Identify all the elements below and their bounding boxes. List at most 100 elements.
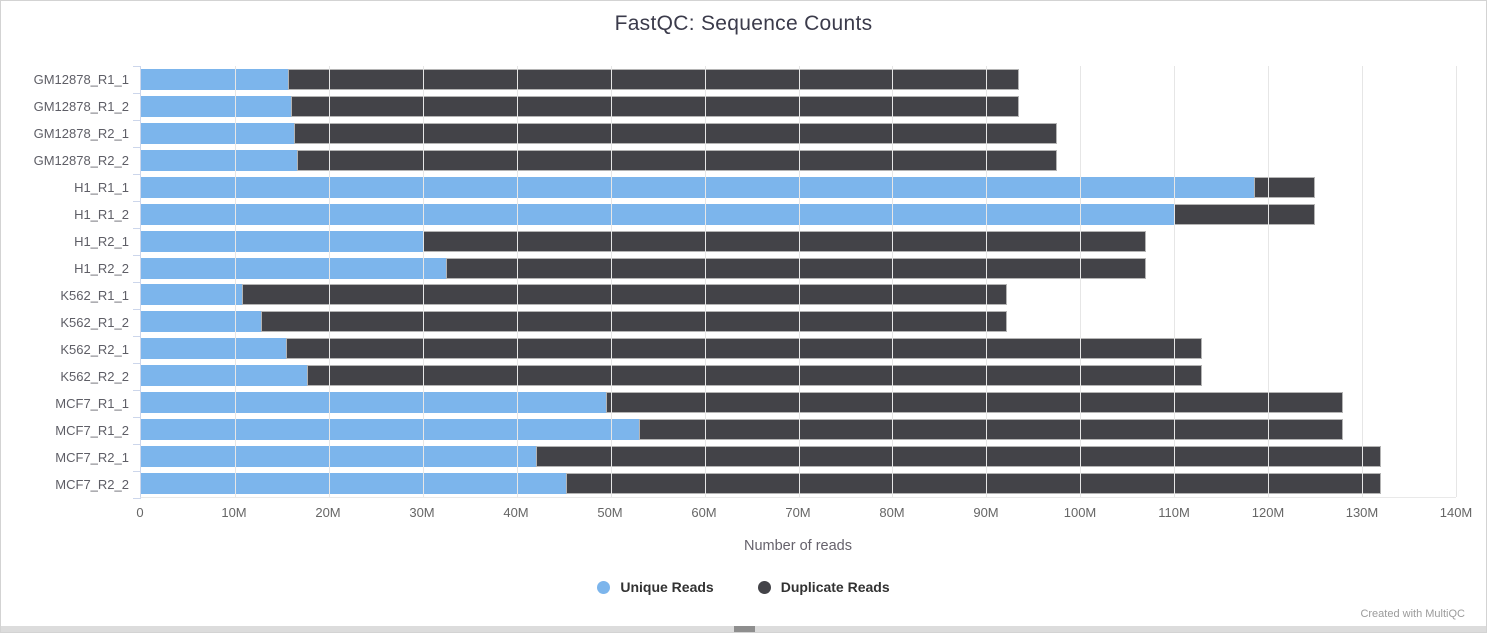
bar-segment-duplicate[interactable] (261, 311, 1007, 333)
gridline (1080, 66, 1082, 497)
bar-segment-unique[interactable] (141, 122, 295, 144)
bar-row (141, 255, 1456, 282)
bar-row (141, 282, 1456, 309)
bar-row (141, 93, 1456, 120)
y-axis-tick (133, 147, 141, 148)
bar-track (141, 473, 1456, 495)
bar-track (141, 257, 1456, 279)
y-axis-tick (133, 93, 141, 94)
bar-row (141, 308, 1456, 335)
bar-segment-unique[interactable] (141, 95, 292, 117)
bar-segment-duplicate[interactable] (566, 473, 1381, 495)
bar-segment-unique[interactable] (141, 365, 308, 387)
bar-track (141, 122, 1456, 144)
bar-segment-unique[interactable] (141, 392, 606, 414)
horizontal-scrollbar-thumb[interactable] (734, 626, 755, 632)
gridline (422, 66, 424, 497)
bar-row (141, 174, 1456, 201)
gridline (986, 66, 988, 497)
x-tick-label: 40M (503, 505, 529, 520)
y-axis-tick (133, 174, 141, 175)
y-axis-label: GM12878_R2_1 (33, 126, 129, 141)
duplicate-legend-marker-icon (757, 580, 771, 594)
bar-segment-unique[interactable] (141, 257, 447, 279)
gridline (1268, 66, 1270, 497)
x-tick-label: 70M (785, 505, 811, 520)
bar-row (141, 443, 1456, 470)
bar-segment-duplicate[interactable] (296, 149, 1057, 171)
bar-segment-duplicate[interactable] (285, 338, 1203, 360)
y-axis-tick (133, 444, 141, 445)
bar-row (141, 147, 1456, 174)
gridline (704, 66, 706, 497)
x-tick-label: 20M (315, 505, 341, 520)
bar-segment-duplicate[interactable] (422, 230, 1147, 252)
bar-segment-unique[interactable] (141, 149, 297, 171)
gridline (328, 66, 330, 497)
bar-segment-duplicate[interactable] (291, 95, 1020, 117)
y-axis-label: GM12878_R1_2 (33, 99, 129, 114)
bar-segment-duplicate[interactable] (307, 365, 1203, 387)
gridline (1362, 66, 1364, 497)
x-tick-label: 50M (597, 505, 623, 520)
y-axis-tick (133, 471, 141, 472)
bar-segment-unique[interactable] (141, 203, 1175, 225)
y-axis-label: H1_R1_2 (74, 207, 129, 222)
x-axis-labels: 0 10M 20M 30M 40M 50M 60M 70M 80M 90M 100M 110M 120M… (136, 505, 1472, 521)
y-axis-tick (133, 228, 141, 229)
bar-segment-unique[interactable] (141, 284, 243, 306)
y-axis-label: K562_R2_1 (60, 342, 129, 357)
bar-segment-unique[interactable] (141, 446, 536, 468)
bar-row (141, 335, 1456, 362)
bar-row (141, 389, 1456, 416)
bar-row (141, 201, 1456, 228)
y-axis-label: K562_R2_2 (60, 369, 129, 384)
y-axis-label: MCF7_R1_1 (55, 396, 129, 411)
bar-segment-duplicate[interactable] (242, 284, 1008, 306)
bar-segment-duplicate[interactable] (1174, 203, 1316, 225)
bar-segment-unique[interactable] (141, 338, 286, 360)
gridline (234, 66, 236, 497)
x-tick-label: 130M (1345, 505, 1379, 520)
y-axis-tick (133, 417, 141, 418)
bar-segment-duplicate[interactable] (605, 392, 1344, 414)
x-axis-title: Number of reads (744, 538, 852, 554)
y-axis-tick (133, 498, 141, 499)
bar-row (141, 66, 1456, 93)
bar-segment-duplicate[interactable] (638, 419, 1344, 441)
x-tick-label: 0 (136, 505, 144, 520)
unique-legend-marker-icon (597, 580, 611, 594)
y-axis-label: H1_R2_1 (74, 234, 129, 249)
bar-segment-duplicate[interactable] (446, 257, 1147, 279)
bar-track (141, 311, 1456, 333)
bar-segment-duplicate[interactable] (1254, 176, 1316, 198)
y-axis-tick (133, 201, 141, 202)
y-axis-tick (133, 66, 141, 67)
x-tick-label: 30M (409, 505, 435, 520)
watermark: Created with MultiQC (1360, 608, 1465, 620)
bar-segment-unique[interactable] (141, 473, 567, 495)
y-axis-tick (133, 390, 141, 391)
bar-segment-duplicate[interactable] (294, 122, 1057, 144)
bar-row (141, 228, 1456, 255)
bar-segment-unique[interactable] (141, 311, 262, 333)
bar-segment-unique[interactable] (141, 176, 1255, 198)
legend-label: Duplicate Reads (780, 579, 890, 595)
bar-track (141, 95, 1456, 117)
bar-row (141, 416, 1456, 443)
legend-item-duplicate-reads[interactable]: Duplicate Reads (757, 579, 890, 595)
gridline (798, 66, 800, 497)
bar-segment-unique[interactable] (141, 419, 639, 441)
horizontal-scrollbar-track[interactable] (1, 626, 1486, 632)
bar-segment-duplicate[interactable] (288, 68, 1020, 90)
bar-segment-unique[interactable] (141, 230, 423, 252)
y-axis-label: GM12878_R2_2 (33, 153, 129, 168)
bar-row (141, 120, 1456, 147)
bar-track (141, 284, 1456, 306)
bar-segment-unique[interactable] (141, 68, 289, 90)
bar-track (141, 230, 1456, 252)
bar-segment-duplicate[interactable] (535, 446, 1381, 468)
legend-item-unique-reads[interactable]: Unique Reads (597, 579, 714, 595)
bar-track (141, 68, 1456, 90)
